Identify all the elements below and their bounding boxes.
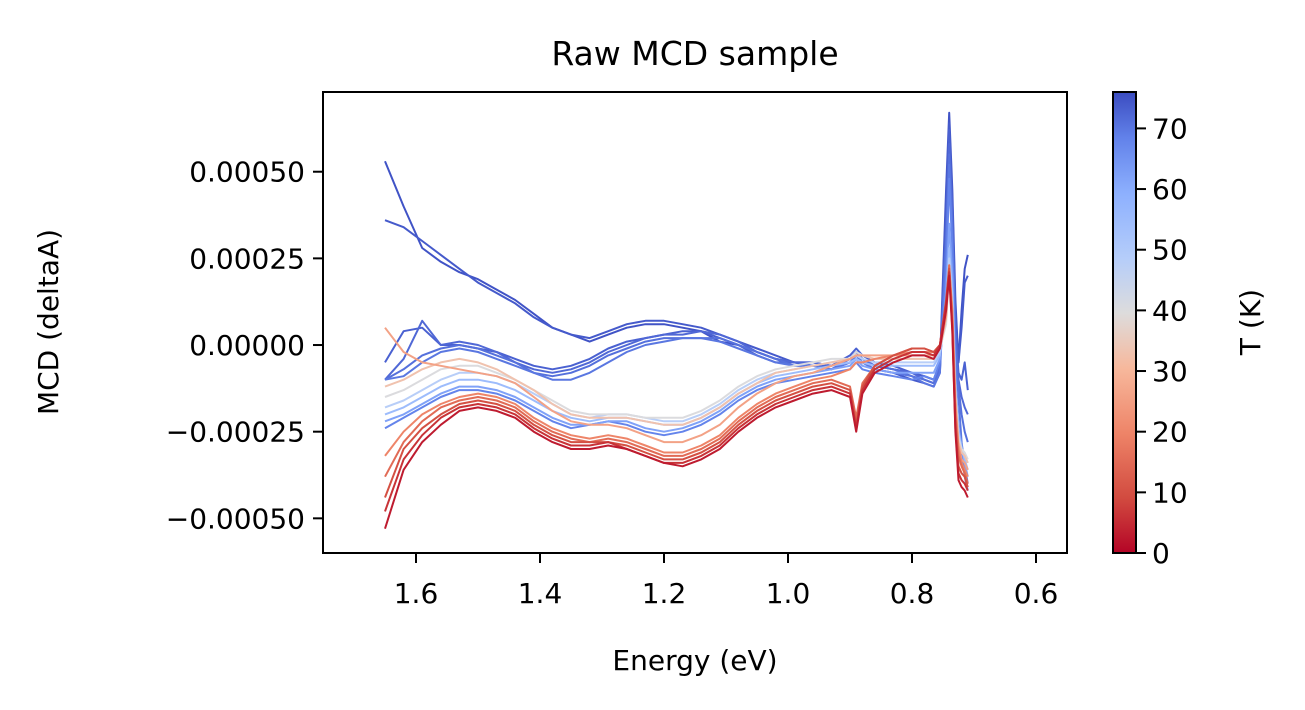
x-axis: 1.6 1.4 1.2 1.0 0.8 0.6 <box>394 553 1059 610</box>
x-axis-label: Energy (eV) <box>612 644 777 677</box>
y-tick-label: −0.00025 <box>166 416 305 449</box>
series-layer <box>384 111 969 530</box>
y-tick-label: 0.00025 <box>189 242 305 275</box>
x-tick-label: 1.2 <box>642 577 687 610</box>
plot-frame <box>322 91 1068 554</box>
colorbar-tick-label: 70 <box>1152 112 1188 145</box>
y-axis: −0.00050 −0.00025 0.00000 0.00025 0.00050 <box>166 156 323 535</box>
colorbar-tick-label: 50 <box>1152 234 1188 267</box>
y-tick-label: 0.00000 <box>189 329 305 362</box>
colorbar-tick-label: 0 <box>1152 537 1170 570</box>
colorbar-label: T (K) <box>1234 289 1267 356</box>
y-tick-label: −0.00050 <box>166 502 305 535</box>
series-line-6k <box>384 271 969 512</box>
y-axis-label: MCD (deltaA) <box>32 229 65 415</box>
colorbar-ticks: 0 10 20 30 40 50 60 70 <box>1136 112 1188 570</box>
colorbar <box>1112 91 1137 554</box>
colorbar-tick-label: 30 <box>1152 355 1188 388</box>
series-line-70k <box>384 163 969 484</box>
x-tick-label: 1.4 <box>518 577 563 610</box>
colorbar-tick-label: 60 <box>1152 173 1188 206</box>
x-tick-label: 0.8 <box>890 577 935 610</box>
colorbar-tick-label: 10 <box>1152 476 1188 509</box>
chart-title: Raw MCD sample <box>551 34 838 73</box>
colorbar-tick-label: 20 <box>1152 416 1188 449</box>
x-tick-label: 1.0 <box>766 577 811 610</box>
series-line-3k <box>384 274 969 530</box>
colorbar-tick-label: 40 <box>1152 294 1188 327</box>
x-tick-label: 0.6 <box>1014 577 1059 610</box>
y-tick-label: 0.00050 <box>189 156 305 189</box>
x-tick-label: 1.6 <box>394 577 439 610</box>
